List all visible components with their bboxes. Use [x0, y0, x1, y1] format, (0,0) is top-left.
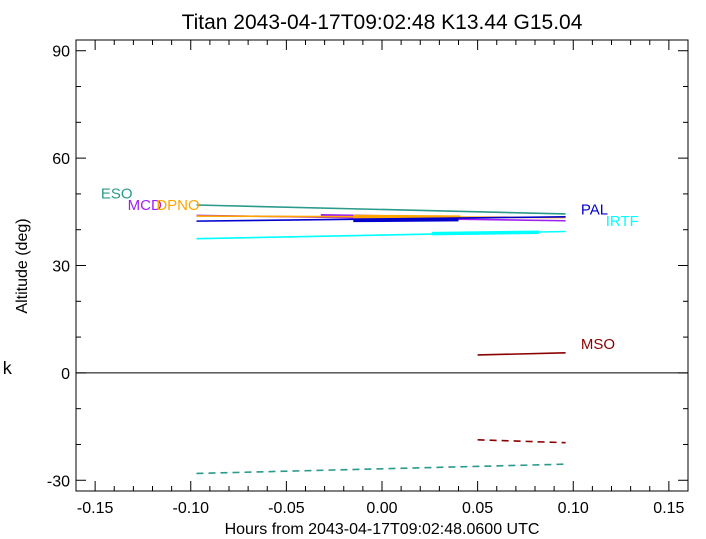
y-tick-label: 90	[52, 44, 70, 61]
x-tick-label: -0.10	[173, 500, 210, 517]
series-label-dpno: DPNO	[156, 197, 199, 214]
series-label-irtf: IRTF	[606, 213, 639, 230]
x-tick-label: -0.15	[77, 500, 114, 517]
series-label-pal: PAL	[581, 202, 608, 219]
plot-frame	[75, 39, 689, 492]
y-axis-label: Altitude (deg)	[14, 218, 31, 313]
x-tick-label: 0.05	[462, 500, 493, 517]
series-highlight-pal	[353, 217, 459, 223]
y-tick-label: 0	[61, 366, 70, 383]
y-tick-label: -30	[47, 473, 70, 490]
series-highlight-irtf	[431, 230, 539, 236]
series-label-eso: ESO	[101, 186, 133, 203]
x-tick-label: 0.10	[558, 500, 589, 517]
series-line-unnamed-dashed	[477, 439, 566, 444]
y-tick-label: 30	[52, 259, 70, 276]
series-label-mcd: MCD	[128, 197, 162, 214]
x-axis-label: Hours from 2043-04-17T09:02:48.0600 UTC	[225, 521, 540, 538]
series-line-mso	[477, 352, 566, 356]
series-highlight-dpno	[353, 214, 461, 219]
series-line-unnamed-dashed	[196, 463, 566, 475]
x-tick-label: 0.15	[653, 500, 684, 517]
x-tick-label: -0.05	[268, 500, 305, 517]
chart-title: Titan 2043-04-17T09:02:48 K13.44 G15.04	[182, 11, 583, 34]
x-tick-label: 0.00	[366, 500, 397, 517]
side-label: k	[2, 359, 12, 379]
y-tick-label: 60	[52, 151, 70, 168]
series-label-mso: MSO	[581, 336, 615, 353]
series-line-eso	[196, 204, 566, 215]
